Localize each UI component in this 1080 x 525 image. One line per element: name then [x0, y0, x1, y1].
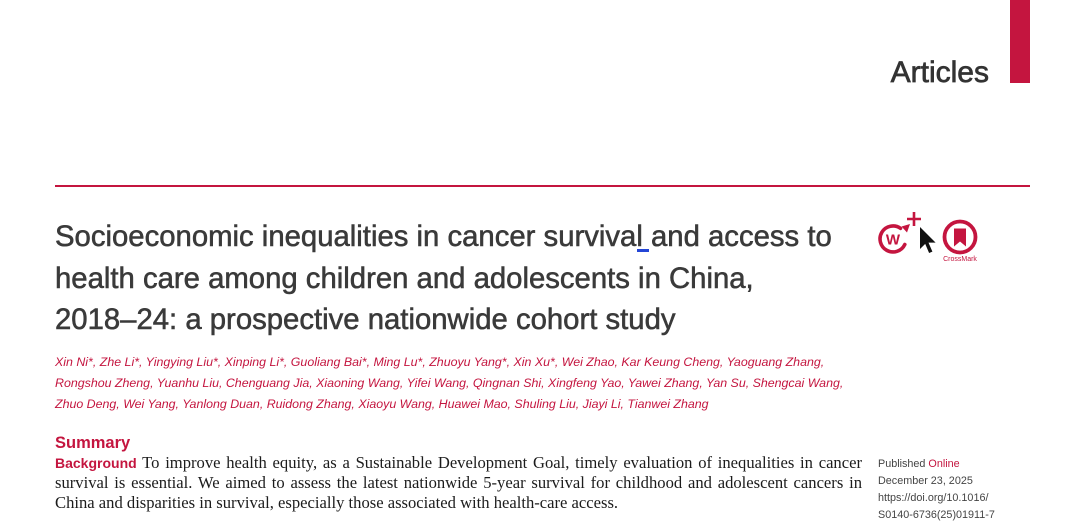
background-line: Background To improve health equity, as … — [55, 453, 862, 473]
plus-mark — [907, 212, 921, 226]
header-rule — [55, 185, 1030, 187]
web-extra-icon: W — [878, 224, 910, 254]
text-cursor — [637, 249, 649, 252]
article-title: Socioeconomic inequalities in cancer sur… — [55, 216, 832, 341]
publication-date: December 23, 2025 — [878, 475, 973, 487]
crossmark-bookmark — [954, 228, 966, 247]
background-text: To improve health equity, as a Sustainab… — [142, 453, 862, 472]
background-line: survival is essential. We aimed to asses… — [55, 473, 862, 492]
section-label: Articles — [890, 56, 989, 90]
crossmark-icon[interactable] — [940, 218, 980, 256]
doi-link[interactable]: https://doi.org/10.1016/ — [878, 492, 989, 504]
web-extra-letter: W — [886, 232, 901, 249]
title-line: health care among children and adolescen… — [55, 261, 754, 295]
title-line: 2018–24: a prospective nationwide cohort… — [55, 303, 676, 337]
published-online-line: Published Online — [878, 456, 995, 473]
summary-background: Background To improve health equity, as … — [55, 453, 862, 513]
online-label: Online — [928, 458, 960, 470]
background-line: China and disparities in survival, espec… — [55, 493, 619, 512]
background-label: Background — [55, 455, 137, 471]
web-extra-arrowhead — [901, 224, 910, 233]
section-accent-bar — [1010, 0, 1030, 83]
pointer-arrow — [920, 227, 936, 253]
cursor-plus-icon — [907, 212, 936, 253]
author-list: Xin Ni*, Zhe Li*, Yingying Liu*, Xinping… — [55, 352, 843, 415]
doi-link[interactable]: S0140-6736(25)01911-7 — [878, 509, 995, 521]
web-extra-ring — [878, 224, 907, 254]
author-line: Xin Ni*, Zhe Li*, Yingying Liu*, Xinping… — [55, 355, 825, 369]
publication-info: Published Online December 23, 2025 https… — [878, 456, 995, 524]
author-line: Rongshou Zheng, Yuanhu Liu, Chenguang Ji… — [55, 376, 844, 390]
summary-heading: Summary — [55, 434, 131, 452]
published-label: Published — [878, 458, 926, 470]
author-line: Zhuo Deng, Wei Yang, Yanlong Duan, Ruido… — [55, 397, 709, 411]
title-line: Socioeconomic inequalities in cancer sur… — [55, 220, 832, 254]
crossmark-label: CrossMark — [943, 256, 977, 263]
